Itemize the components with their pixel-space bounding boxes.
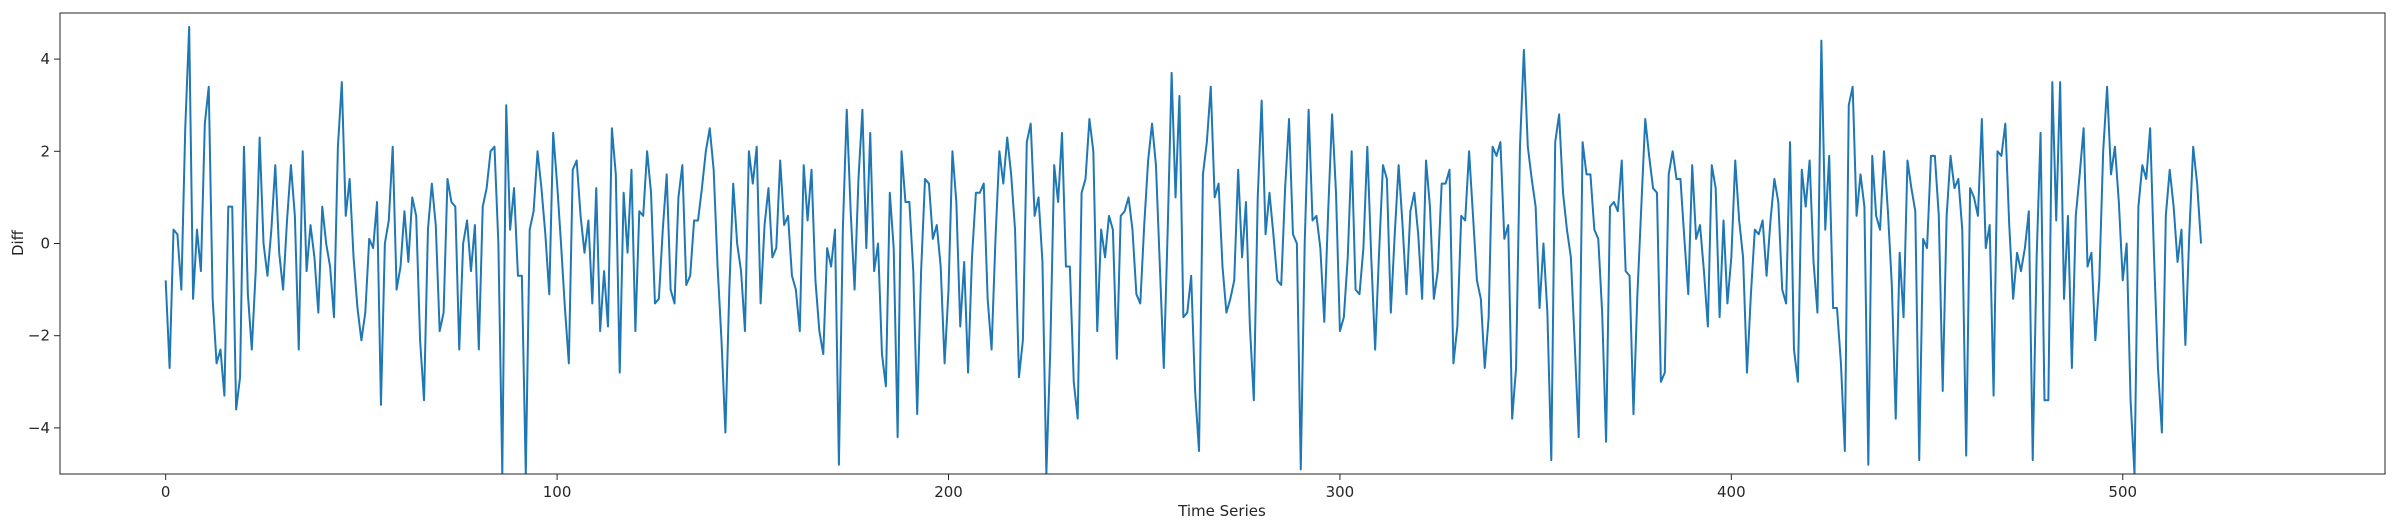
- x-tick-label: 0: [161, 483, 171, 501]
- y-tick-label: 2: [40, 142, 50, 160]
- y-tick-label: −4: [28, 419, 50, 437]
- x-tick-label: 300: [1326, 483, 1355, 501]
- y-axis-label: Diff: [9, 229, 27, 256]
- y-tick-label: 0: [40, 235, 50, 253]
- series-layer: [164, 25, 2203, 474]
- y-axis: −4 −2 0 2 4: [28, 50, 60, 437]
- y-tick-label: −2: [28, 327, 50, 345]
- series-line-0: [164, 25, 2203, 474]
- x-axis-label: Time Series: [1177, 502, 1266, 520]
- x-tick-label: 500: [2108, 483, 2137, 501]
- y-tick-label: 4: [40, 50, 50, 68]
- x-axis: 0 100 200 300 400 500: [161, 474, 2137, 501]
- x-tick-label: 400: [1717, 483, 1746, 501]
- x-tick-label: 100: [543, 483, 572, 501]
- x-tick-label: 200: [934, 483, 963, 501]
